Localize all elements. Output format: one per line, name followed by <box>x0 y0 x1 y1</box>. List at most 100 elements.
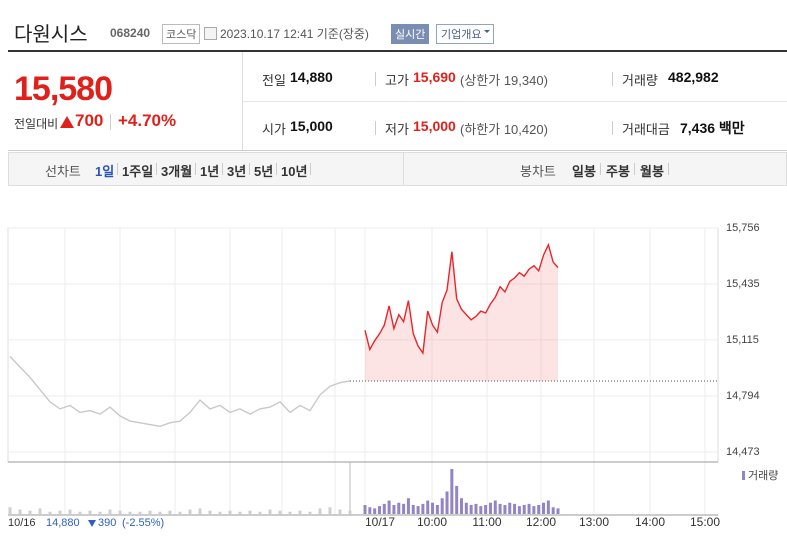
stat-label: 저가 <box>385 122 409 137</box>
volume-bar <box>108 509 112 514</box>
volume-bar <box>426 500 430 514</box>
volume-bar <box>397 502 401 514</box>
timestamp: 2023.10.17 12:41 기준(장중) <box>220 27 369 41</box>
separator <box>612 121 613 135</box>
volume-bar <box>88 510 92 514</box>
volume-bar <box>58 510 62 514</box>
volume-bar <box>556 508 560 514</box>
volume-bar <box>178 511 182 514</box>
separator <box>110 114 111 130</box>
stat-value: 14,880 <box>290 69 333 85</box>
period-tab[interactable]: 5년 <box>254 164 274 179</box>
volume-bar <box>406 498 410 514</box>
volume-bar <box>445 491 449 514</box>
tab-separator <box>276 163 277 175</box>
x-tick-label: 15:00 <box>690 515 720 529</box>
volume-bar <box>318 508 322 514</box>
tab-divider <box>403 153 404 185</box>
period-tab[interactable]: 10년 <box>281 164 308 179</box>
quote-panel <box>8 52 243 150</box>
candle-tab[interactable]: 월봉 <box>640 164 664 179</box>
tab-separator <box>600 163 601 175</box>
row-rule <box>243 101 787 102</box>
volume-bar <box>522 505 526 514</box>
volume-bar <box>138 511 142 514</box>
volume-bar <box>38 508 42 514</box>
x-tick-label: 10/17 <box>365 515 395 529</box>
plot-frame <box>7 227 719 463</box>
stat-label: 거래대금 <box>622 122 670 137</box>
tab-bar <box>8 152 787 186</box>
volume-bar <box>18 509 22 514</box>
stat-value: 482,982 <box>668 69 719 85</box>
volume-bar <box>382 503 386 514</box>
volume-bar <box>450 469 454 514</box>
volume-bar <box>517 506 521 514</box>
volume-bar <box>278 510 282 514</box>
volume-bar <box>78 511 82 514</box>
quote-rule <box>8 150 787 151</box>
volume-bar <box>537 505 541 514</box>
volume-bar <box>118 510 122 514</box>
period-tab[interactable]: 1주일 <box>122 164 154 179</box>
volume-bar <box>28 510 32 514</box>
stock-name: 다원시스 <box>14 24 88 46</box>
volume-bar <box>440 498 444 514</box>
volume-legend-swatch <box>742 471 745 480</box>
volume-bar <box>128 511 132 514</box>
stat-value: 15,000 <box>413 118 456 134</box>
volume-bar <box>392 505 396 514</box>
stat-value: 15,690 <box>413 69 456 85</box>
line-chart-label: 선차트 <box>45 164 81 179</box>
tab-separator <box>310 163 311 175</box>
volume-bar <box>363 505 367 514</box>
candle-tab[interactable]: 주봉 <box>606 164 630 179</box>
up-triangle <box>60 116 74 128</box>
footer-close: 14,880 <box>46 517 80 529</box>
period-tab[interactable]: 1년 <box>200 164 220 179</box>
period-tab[interactable]: 3개월 <box>161 164 193 179</box>
volume-bar <box>479 506 483 514</box>
volume-bar <box>532 506 536 514</box>
realtime-badge[interactable]: 실시간 <box>391 24 430 44</box>
stat-note: (상한가 19,340) <box>460 73 548 88</box>
tab-separator <box>195 163 196 175</box>
volume-bar <box>68 509 72 514</box>
company-info-button[interactable]: 기업개요 <box>436 24 495 44</box>
volume-bar <box>148 510 152 514</box>
volume-bar <box>373 508 377 514</box>
volume-bar <box>168 510 172 514</box>
candle-tab[interactable]: 일봉 <box>572 164 596 179</box>
volume-bar <box>288 511 292 514</box>
stat-note: (하한가 10,420) <box>460 122 548 137</box>
change-label: 전일대비 <box>14 117 59 131</box>
period-tab[interactable]: 1일 <box>95 164 115 179</box>
volume-bar <box>498 503 502 514</box>
volume-bar <box>228 510 232 514</box>
volume-bar <box>411 505 415 514</box>
separator <box>375 72 376 86</box>
x-tick-label: 11:00 <box>472 515 501 529</box>
volume-bar <box>218 511 222 514</box>
period-tab[interactable]: 3년 <box>227 164 247 179</box>
volume-bar <box>208 510 212 514</box>
stat-value: 15,000 <box>290 118 333 134</box>
volume-bar <box>484 505 488 514</box>
y-tick-label: 15,115 <box>726 334 759 346</box>
stock-code: 068240 <box>110 26 151 40</box>
volume-bar <box>460 498 463 514</box>
volume-bar <box>348 510 352 514</box>
dropdown-arrow <box>484 30 491 36</box>
down-triangle <box>88 520 96 527</box>
volume-bar <box>513 503 517 514</box>
tab-separator <box>249 163 250 175</box>
stat-label: 거래량 <box>622 73 658 88</box>
volume-bar <box>188 509 192 514</box>
volume-bar <box>98 511 102 514</box>
tab-separator <box>668 163 669 175</box>
volume-bar <box>493 500 497 514</box>
x-tick-label: 14:00 <box>635 515 665 529</box>
separator <box>375 121 376 135</box>
